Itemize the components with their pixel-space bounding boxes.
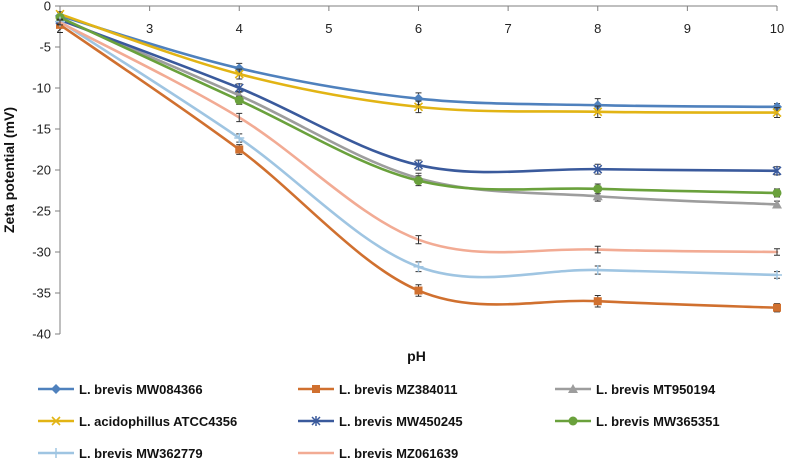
- legend-label: L. brevis MW450245: [339, 414, 463, 429]
- error-bar: [57, 19, 63, 26]
- data-point: [413, 102, 424, 112]
- x-tick-label: 10: [770, 21, 784, 36]
- x-tick-label: 9: [684, 21, 691, 36]
- y-tick-label: -5: [39, 40, 51, 55]
- y-tick-label: -10: [32, 81, 51, 96]
- y-tick-label: -25: [32, 204, 51, 219]
- legend-item: L. brevis MW365351: [555, 414, 720, 429]
- legend-label: L. brevis MW362779: [79, 446, 203, 460]
- data-point: [235, 145, 244, 154]
- legend-swatch-marker: [51, 384, 61, 394]
- legend-swatch-marker: [568, 384, 578, 393]
- data-point: [234, 95, 244, 105]
- data-point: [413, 261, 424, 272]
- legend-item: L. brevis MZ061639: [298, 446, 458, 460]
- legend-label: L. brevis MW365351: [596, 414, 720, 429]
- legend-item: L. brevis MT950194: [555, 382, 716, 397]
- legend-swatch-marker: [51, 416, 61, 426]
- error-bar: [236, 112, 243, 123]
- legend-item: L. brevis MW450245: [298, 414, 463, 429]
- series-7: [57, 19, 780, 256]
- data-point: [592, 100, 603, 111]
- data-point: [234, 69, 244, 79]
- y-tick-label: 0: [44, 0, 51, 14]
- x-tick-label: 7: [505, 21, 512, 36]
- series-line: [58, 23, 779, 310]
- data-point: [593, 184, 603, 194]
- data-point: [593, 107, 603, 117]
- error-bar: [415, 235, 422, 245]
- error-bar: [774, 248, 780, 256]
- data-point: [414, 286, 423, 295]
- data-point: [772, 108, 782, 118]
- legend-label: L. brevis MW084366: [79, 382, 203, 397]
- data-point: [772, 188, 782, 198]
- data-point: [772, 199, 782, 209]
- y-tick-label: -40: [32, 327, 51, 342]
- legend-item: L. brevis MW362779: [38, 446, 203, 460]
- legend-swatch-marker: [568, 416, 578, 426]
- y-tick-label: -35: [32, 286, 51, 301]
- legend-swatch-marker: [311, 416, 321, 426]
- x-tick-label: 5: [325, 21, 332, 36]
- data-point: [593, 297, 602, 306]
- data-point: [772, 269, 782, 280]
- legend-label: L. brevis MT950194: [596, 382, 716, 397]
- series-line: [58, 21, 779, 254]
- y-tick-label: -30: [32, 245, 51, 260]
- y-axis-title: Zeta potential (mV): [1, 107, 17, 233]
- x-tick-label: 4: [236, 21, 243, 36]
- x-axis-title: pH: [407, 348, 426, 364]
- data-point: [413, 160, 424, 171]
- x-tick-label: 6: [415, 21, 422, 36]
- legend-item: L. brevis MW084366: [38, 382, 203, 397]
- data-point: [592, 191, 603, 201]
- x-tick-label: 8: [594, 21, 601, 36]
- legend-label: L. brevis MZ384011: [339, 382, 458, 397]
- data-point: [773, 303, 781, 312]
- y-tick-label: -15: [32, 122, 51, 137]
- data-point: [592, 265, 603, 276]
- legend-label: L. acidophillus ATCC4356: [79, 414, 237, 429]
- series-3: [55, 9, 782, 119]
- legend-swatch-marker: [51, 448, 61, 458]
- error-bar: [594, 245, 601, 254]
- legend-label: L. brevis MZ061639: [339, 446, 458, 460]
- x-tick-label: 3: [146, 21, 153, 36]
- y-tick-label: -20: [32, 163, 51, 178]
- legend-swatch-marker: [312, 385, 320, 393]
- data-point: [593, 164, 603, 175]
- series-4: [55, 14, 782, 176]
- data-point: [234, 83, 244, 93]
- legend-item: L. brevis MZ384011: [298, 382, 458, 397]
- data-point: [234, 133, 245, 144]
- data-point: [772, 165, 782, 176]
- legend-item: L. acidophillus ATCC4356: [38, 414, 237, 429]
- data-point: [414, 176, 423, 186]
